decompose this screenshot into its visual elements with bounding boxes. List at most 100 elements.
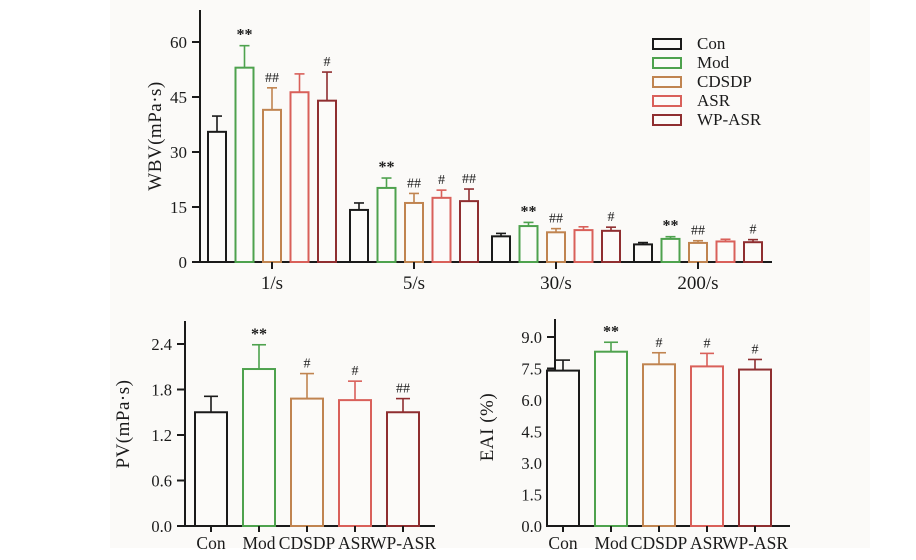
bar-WP-ASR-5/s <box>459 200 479 263</box>
bar-CDSDP-30/s <box>546 231 566 264</box>
x-tick-label: ASR <box>690 533 724 553</box>
significance-annotation-CDSDP-200/s: ## <box>691 224 705 239</box>
y-tick-label: 9.0 <box>521 328 542 347</box>
significance-annotation-ASR-5/s: # <box>438 173 445 188</box>
wp-asr-swatch-icon <box>652 113 682 126</box>
significance-annotation-Mod: ** <box>251 326 267 343</box>
significance-annotation-Mod-5/s: ** <box>379 159 395 176</box>
y-tick-label: 30 <box>170 143 187 162</box>
legend-entry-asr: ASR <box>652 91 761 110</box>
significance-annotation-WP-ASR: # <box>752 342 759 357</box>
y-tick-label: 45 <box>170 88 187 107</box>
x-tick-label: Con <box>548 533 577 553</box>
y-tick-label: 3.0 <box>521 454 542 473</box>
x-tick-label: Mod <box>594 533 627 553</box>
legend-label: CDSDP <box>697 72 752 91</box>
bar-Con-5/s <box>349 208 369 263</box>
y-tick-label: 1.2 <box>151 426 172 445</box>
pv-bar-chart: 0.0 0.6 1.2 1.8 2.4 Con ** Mod # CDSDP # ASR ## WP-AS… <box>110 305 475 560</box>
x-tick-label: Con <box>196 533 225 553</box>
x-tick-label: WP-ASR <box>370 533 436 553</box>
con-swatch-icon <box>652 37 682 50</box>
x-tick-label: 1/s <box>261 273 283 294</box>
significance-annotation-WP-ASR-200/s: # <box>750 223 757 238</box>
legend-label: ASR <box>697 91 731 110</box>
bar-CDSDP <box>642 363 676 527</box>
y-tick-label: 2.4 <box>151 335 172 354</box>
significance-annotation-WP-ASR: ## <box>396 382 410 397</box>
significance-annotation-CDSDP-30/s: ## <box>549 212 563 227</box>
bar-ASR <box>690 365 724 528</box>
y-tick-label: 15 <box>170 198 187 217</box>
y-tick-label: 1.8 <box>151 380 172 399</box>
bar-ASR-5/s <box>431 196 452 263</box>
mod-swatch-icon <box>652 56 682 69</box>
significance-annotation-Mod: ** <box>603 323 619 340</box>
y-tick-label: 0.0 <box>521 517 542 536</box>
y-tick-label: 6.0 <box>521 391 542 410</box>
y-tick-label: 0 <box>179 253 188 272</box>
bar-CDSDP-200/s <box>688 241 708 263</box>
legend-label: Mod <box>697 53 730 72</box>
significance-annotation-CDSDP-1/s: ## <box>265 71 279 86</box>
bar-CDSDP-5/s <box>404 201 424 263</box>
bar-Con-200/s <box>633 243 653 263</box>
x-tick-label: 200/s <box>677 273 718 294</box>
legend-label: Con <box>697 34 726 53</box>
x-tick-label: CDSDP <box>631 533 688 553</box>
eai-y-axis-title: EAI (%) <box>477 392 498 462</box>
significance-annotation-ASR: # <box>704 336 711 351</box>
cdsdp-swatch-icon <box>652 75 682 88</box>
legend-label: WP-ASR <box>697 110 762 129</box>
bar-Mod-30/s <box>518 225 539 263</box>
bar-WP-ASR-1/s <box>317 99 337 263</box>
bar-ASR-30/s <box>573 229 594 264</box>
x-tick-label: Mod <box>242 533 275 553</box>
eai-chart-plot-area: 0.0 1.5 3.0 4.5 6.0 7.5 9.0 Con ** Mod # CDSDP # ASR #… <box>521 319 790 553</box>
significance-annotation-WP-ASR-5/s: ## <box>462 172 476 187</box>
x-tick-label: 30/s <box>540 273 572 294</box>
y-tick-label: 1.5 <box>521 485 542 504</box>
legend-entry-wp-asr: WP-ASR <box>652 110 761 129</box>
eai-bar-chart: 0.0 1.5 3.0 4.5 6.0 7.5 9.0 Con ** Mod # CDSDP # ASR #… <box>470 305 865 560</box>
legend-entry-mod: Mod <box>652 53 761 72</box>
wbv-bar-chart: 0 15 30 45 60 ** ## #1/s ** ## # ## 5/s ** ## #30/s ** ##… <box>110 0 870 302</box>
bar-Mod-1/s <box>234 66 255 263</box>
bar-ASR <box>338 399 372 527</box>
significance-annotation-WP-ASR-30/s: # <box>608 210 615 225</box>
asr-swatch-icon <box>652 94 682 107</box>
legend-entry-con: Con <box>652 34 761 53</box>
significance-annotation-ASR: # <box>352 364 359 379</box>
bar-ASR-200/s <box>715 240 736 263</box>
x-tick-label: ASR <box>338 533 372 553</box>
bar-Mod-5/s <box>376 186 397 263</box>
x-tick-label: WP-ASR <box>722 533 788 553</box>
y-tick-label: 0.0 <box>151 517 172 536</box>
significance-annotation-Mod-200/s: ** <box>663 218 679 235</box>
significance-annotation-CDSDP: # <box>656 336 663 351</box>
significance-annotation-Mod-30/s: ** <box>521 203 537 220</box>
bar-Mod <box>594 350 628 528</box>
bar-CDSDP-1/s <box>262 108 282 264</box>
pv-y-axis-title: PV(mPa·s) <box>113 379 134 469</box>
bar-CDSDP <box>290 397 324 527</box>
bar-Con <box>194 411 228 527</box>
y-tick-label: 60 <box>170 33 187 52</box>
significance-annotation-CDSDP-5/s: ## <box>407 176 421 191</box>
pv-chart-plot-area: 0.0 0.6 1.2 1.8 2.4 Con ** Mod # CDSDP # ASR ## WP-AS… <box>151 321 436 553</box>
x-tick-label: CDSDP <box>279 533 336 553</box>
bar-WP-ASR-30/s <box>601 229 621 263</box>
bar-Con <box>546 369 580 527</box>
bar-WP-ASR <box>386 411 420 527</box>
significance-annotation-Mod-1/s: ** <box>237 27 253 44</box>
legend-entry-cdsdp: CDSDP <box>652 72 761 91</box>
x-tick-label: 5/s <box>403 273 425 294</box>
chart-legend: Con Mod CDSDP ASR WP-ASR <box>652 34 761 129</box>
bar-Con-1/s <box>207 130 227 263</box>
bar-ASR-1/s <box>289 91 310 263</box>
bar-Con-30/s <box>491 235 511 263</box>
bar-WP-ASR <box>738 368 772 527</box>
bar-Mod <box>242 368 276 528</box>
bar-WP-ASR-200/s <box>743 241 763 263</box>
